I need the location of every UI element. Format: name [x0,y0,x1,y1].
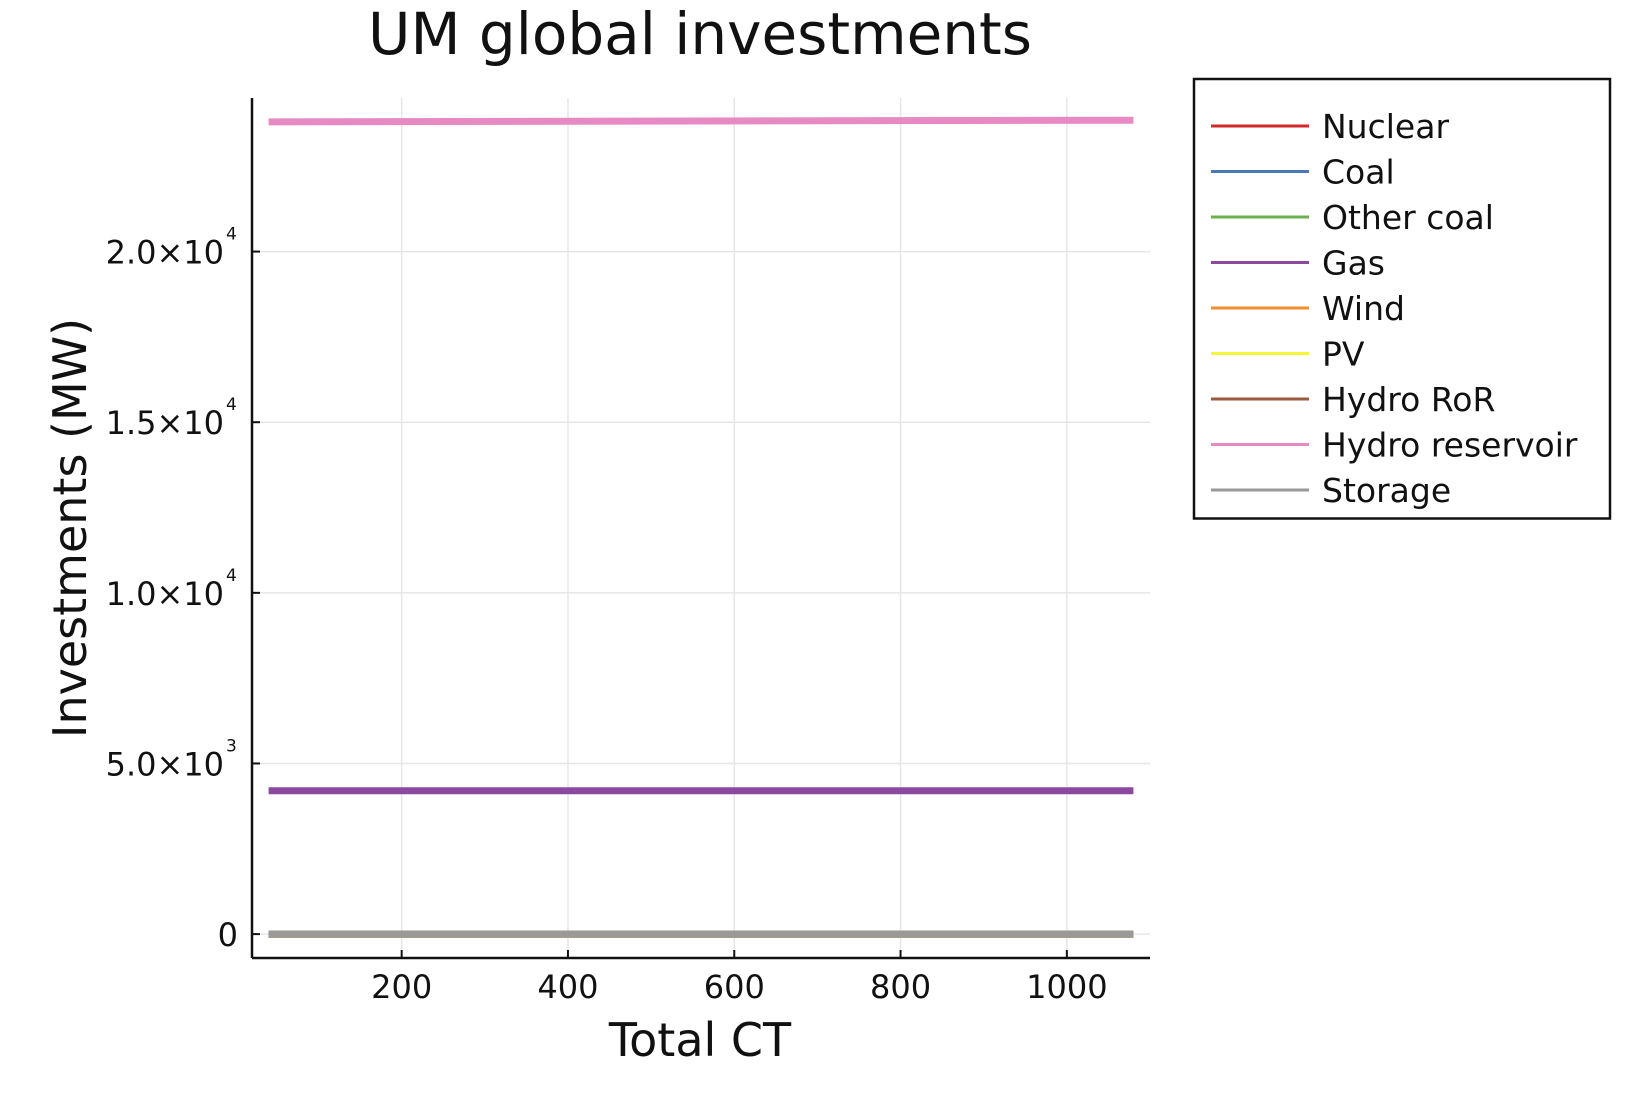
x-tick-label: 1000 [1026,968,1107,1006]
x-tick-label: 400 [537,968,598,1006]
y-axis-label: Investments (MW) [43,318,97,738]
legend-label-storage: Storage [1322,471,1451,510]
legend-label-pv: PV [1322,335,1365,374]
legend-label-hydro-ror: Hydro RoR [1322,380,1495,419]
legend-label-hydro-reservoir: Hydro reservoir [1322,426,1578,465]
chart-title: UM global investments [368,0,1032,68]
y-tick-label: 0 [218,916,238,954]
grid [252,98,1150,958]
y-tick-label: 1.5×10 [106,404,224,442]
y-tick-label: 1.0×10 [106,575,224,613]
y-tick-label: 5.0×10 [106,745,224,783]
x-tick-label: 800 [870,968,931,1006]
y-tick-exponent: 4 [226,225,237,245]
y-tick-exponent: 3 [226,736,237,756]
legend-label-nuclear: Nuclear [1322,107,1449,146]
legend-label-gas: Gas [1322,244,1385,283]
x-tick-label: 200 [371,968,432,1006]
legend-label-coal: Coal [1322,153,1395,192]
y-tick-exponent: 4 [226,395,237,415]
legend: Nuclear Coal Other coal Gas Wind PV Hydro RoR H… [1192,77,1612,520]
plot-series [268,116,1134,938]
x-tick-label: 600 [704,968,765,1006]
axes [250,98,1150,960]
legend-label-wind: Wind [1322,289,1405,328]
y-tick-label: 2.0×10 [106,234,224,272]
series-line-hydro-reservoir [268,116,1134,126]
y-tick-exponent: 4 [226,566,237,586]
legend-label-other-coal: Other coal [1322,198,1494,237]
x-axis-label: Total CT [608,1013,792,1067]
